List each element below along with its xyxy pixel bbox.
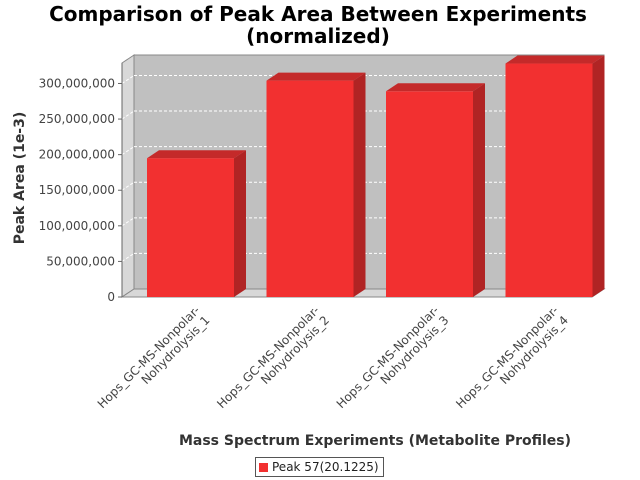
bar [505,63,593,298]
chart-title-line-2: (normalized) [246,24,390,48]
x-axis-ticks: Hops_GC-MS-Nonpolar-Nohydrolysis_1 Hops_G… [95,303,571,411]
gridline-diagonal [121,217,135,227]
legend: Peak 57(20.1225) [255,457,384,477]
bar-top [505,55,605,64]
legend-label: Peak 57(20.1225) [272,460,379,474]
bar [386,91,473,297]
bar [266,80,354,297]
y-tick-label: 100,000,000 [39,219,115,233]
gridline-diagonal [121,252,135,262]
y-tick-label: 0 [107,290,115,304]
bar-top [266,72,366,81]
x-tick-label: Hops_GC-MS-Nonpolar-Nohydrolysis_4 [453,303,571,411]
bar-side [234,150,246,297]
chart-title-line-1: Comparison of Peak Area Between Experime… [49,2,587,26]
x-tick-label-line: Hops_GC-MS-Nonpolar- [95,303,203,411]
y-tick-label: 50,000,000 [46,254,115,268]
y-axis-title: Peak Area (1e-3) [12,112,28,245]
bar-top [147,150,246,159]
x-tick-label: Hops_GC-MS-Nonpolar-Nohydrolysis_1 [95,303,213,411]
bar-top [386,83,485,92]
y-axis-ticks: 0 50,000,000 100,000,000 150,000,000 200,000… [39,63,123,304]
legend-swatch [259,462,268,472]
y-tick-label: 150,000,000 [39,183,115,197]
gridline-diagonal [121,146,135,156]
y-tick-label: 300,000,000 [39,76,115,90]
bar [147,158,234,297]
gridline-diagonal [121,75,135,84]
x-tick-label: Hops_GC-MS-Nonpolar-Nohydrolysis_3 [334,303,452,411]
gridline-diagonal [121,110,135,120]
gridline-diagonal [121,181,135,191]
x-tick-label-line: Hops_GC-MS-Nonpolar- [453,303,561,411]
bar-side [473,83,485,297]
x-tick-label: Hops_GC-MS-Nonpolar-Nohydrolysis_2 [214,303,332,411]
x-tick-label-line: Hops_GC-MS-Nonpolar- [334,303,442,411]
y-tick-label: 250,000,000 [39,112,115,126]
bar-side [592,55,605,298]
x-tick-label-line: Hops_GC-MS-Nonpolar- [214,303,322,411]
y-tick-label: 200,000,000 [39,148,115,162]
bar-series [147,55,605,298]
bar-side [353,72,366,297]
x-axis-title: Mass Spectrum Experiments (Metabolite Pr… [179,433,571,449]
